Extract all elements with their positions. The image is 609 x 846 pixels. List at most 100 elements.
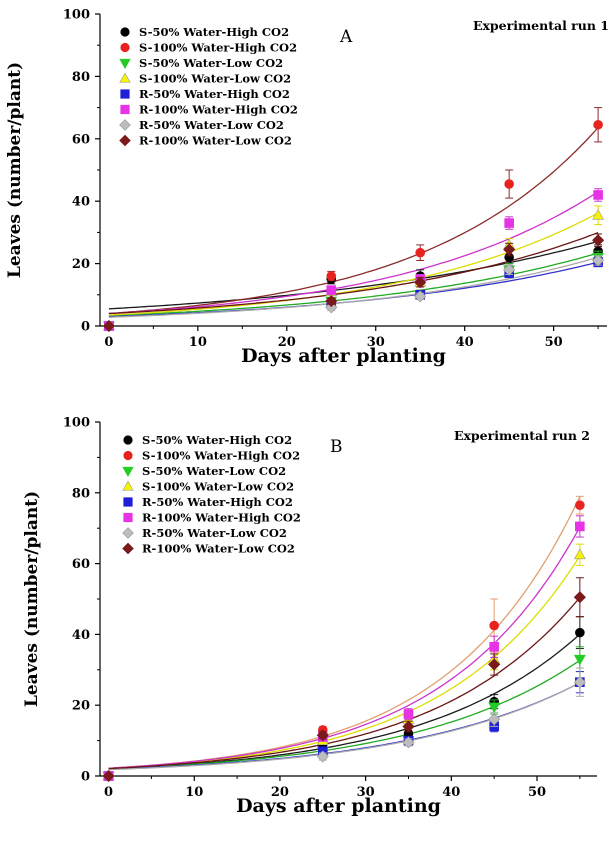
data-point-s6-1 xyxy=(316,750,329,763)
legend-label: S-50% Water-High CO2 xyxy=(142,433,292,447)
data-point-s1-3 xyxy=(489,620,499,631)
data-point-s7-1 xyxy=(316,729,329,742)
data-point-s3-4 xyxy=(573,548,586,560)
x-tick-label: 50 xyxy=(545,335,563,350)
data-point-s5-4 xyxy=(575,521,585,532)
y-axis-title: Leaves (number/plant) xyxy=(22,491,42,707)
run-label: Experimental run 1 xyxy=(473,18,609,33)
data-point-s5-4 xyxy=(593,190,603,200)
y-tick-label: 40 xyxy=(72,628,90,643)
y-tick-label: 80 xyxy=(72,70,90,85)
y-tick-label: 0 xyxy=(81,320,90,335)
data-point-s7-3 xyxy=(503,243,516,256)
legend-label: R-100% Water-High CO2 xyxy=(139,103,298,117)
y-tick-label: 100 xyxy=(63,416,90,431)
x-tick-label: 50 xyxy=(528,785,546,800)
chart-panel-A: 0 20 40 60 80 100 0 10 20 30 40 50 Days after planti… xyxy=(5,8,609,368)
x-tick-label: 10 xyxy=(189,335,207,350)
data-point-s7-2 xyxy=(414,276,427,289)
data-point-s5-3 xyxy=(489,641,499,652)
legend-label: S-50% Water-Low CO2 xyxy=(139,56,283,70)
data-point-s1-3 xyxy=(504,179,514,189)
fit-curve-0 xyxy=(108,240,599,310)
fit-curve-7 xyxy=(108,596,581,770)
legend-marker xyxy=(119,58,131,69)
legend-marker xyxy=(123,450,133,461)
data-point-s1-1 xyxy=(326,271,337,281)
data-point-s6-2 xyxy=(414,290,427,303)
legend-label: R-100% Water-Low CO2 xyxy=(139,134,292,148)
data-point-s1-4 xyxy=(575,500,585,510)
fit-curve-6 xyxy=(108,256,599,318)
data-point-s5-2 xyxy=(403,709,414,719)
legend-marker xyxy=(119,72,131,83)
legend-label: S-100% Water-High CO2 xyxy=(139,41,297,55)
legend-marker xyxy=(119,119,131,131)
x-tick-label: 30 xyxy=(367,335,385,350)
legend-marker xyxy=(122,466,134,477)
x-tick-label: 30 xyxy=(357,785,375,800)
chart-panel-B: 0 20 40 60 80 100 0 10 20 30 40 50 Days after planti… xyxy=(22,416,597,817)
legend: S-50% Water-High CO2 S-100% Water-High CO… xyxy=(122,433,301,556)
x-tick-label: 20 xyxy=(271,785,289,800)
x-tick-label: 0 xyxy=(104,785,113,800)
x-tick-label: 10 xyxy=(185,785,203,800)
legend-marker xyxy=(123,435,133,445)
legend-label: S-100% Water-Low CO2 xyxy=(139,72,291,86)
legend-marker xyxy=(123,512,133,523)
y-tick-label: 20 xyxy=(72,257,90,272)
x-tick-label: 40 xyxy=(442,785,460,800)
fit-curve-2 xyxy=(108,252,599,317)
legend-label: R-50% Water-Low CO2 xyxy=(139,118,284,132)
fit-curve-3 xyxy=(108,212,599,316)
legend-marker xyxy=(120,89,130,99)
legend-label: R-100% Water-Low CO2 xyxy=(142,542,295,556)
panel-letter: A xyxy=(339,27,353,47)
legend-label: S-100% Water-High CO2 xyxy=(142,449,300,463)
fit-curve-0 xyxy=(108,633,581,770)
data-point-s7-0 xyxy=(102,769,115,783)
data-point-s7-4 xyxy=(573,591,586,604)
data-point-s6-4 xyxy=(592,254,605,267)
data-point-s7-3 xyxy=(488,658,501,671)
fit-curve-6 xyxy=(108,682,581,771)
legend-label: R-50% Water-High CO2 xyxy=(139,87,290,101)
data-point-s3-4 xyxy=(592,208,605,220)
y-tick-label: 60 xyxy=(72,132,90,147)
fit-curve-7 xyxy=(108,231,599,315)
legend-label: R-100% Water-High CO2 xyxy=(142,511,301,525)
fit-curve-5 xyxy=(108,526,581,769)
x-tick-label: 20 xyxy=(278,335,296,350)
legend-marker xyxy=(122,527,134,539)
legend-label: R-50% Water-High CO2 xyxy=(142,495,293,509)
fit-curve-3 xyxy=(108,555,581,770)
data-point-s7-1 xyxy=(325,294,338,308)
x-tick-label: 0 xyxy=(104,335,113,350)
data-point-s6-4 xyxy=(573,676,586,689)
y-tick-label: 20 xyxy=(72,699,90,714)
panel-letter: B xyxy=(330,437,343,457)
data-point-s2-4 xyxy=(573,654,586,666)
plot-area xyxy=(102,107,605,333)
data-point-s7-2 xyxy=(402,720,415,733)
legend-label: S-50% Water-High CO2 xyxy=(139,25,289,39)
fit-curve-2 xyxy=(108,659,581,770)
data-point-s6-2 xyxy=(402,736,415,749)
x-tick-label: 40 xyxy=(456,335,474,350)
data-point-s7-4 xyxy=(592,234,605,247)
y-tick-label: 40 xyxy=(72,195,90,210)
data-point-s7-0 xyxy=(102,319,115,333)
fit-curve-1 xyxy=(108,127,599,315)
data-point-s1-4 xyxy=(593,119,603,130)
legend-marker xyxy=(120,27,130,37)
data-point-s2-3 xyxy=(488,702,501,714)
data-point-s5-1 xyxy=(326,285,337,295)
legend-marker xyxy=(122,542,134,555)
legend-label: S-100% Water-Low CO2 xyxy=(142,480,294,494)
y-tick-label: 0 xyxy=(81,770,90,785)
legend-marker xyxy=(120,42,130,53)
data-point-s1-2 xyxy=(415,247,426,258)
plot-area xyxy=(102,495,586,783)
data-point-s6-3 xyxy=(503,263,516,276)
